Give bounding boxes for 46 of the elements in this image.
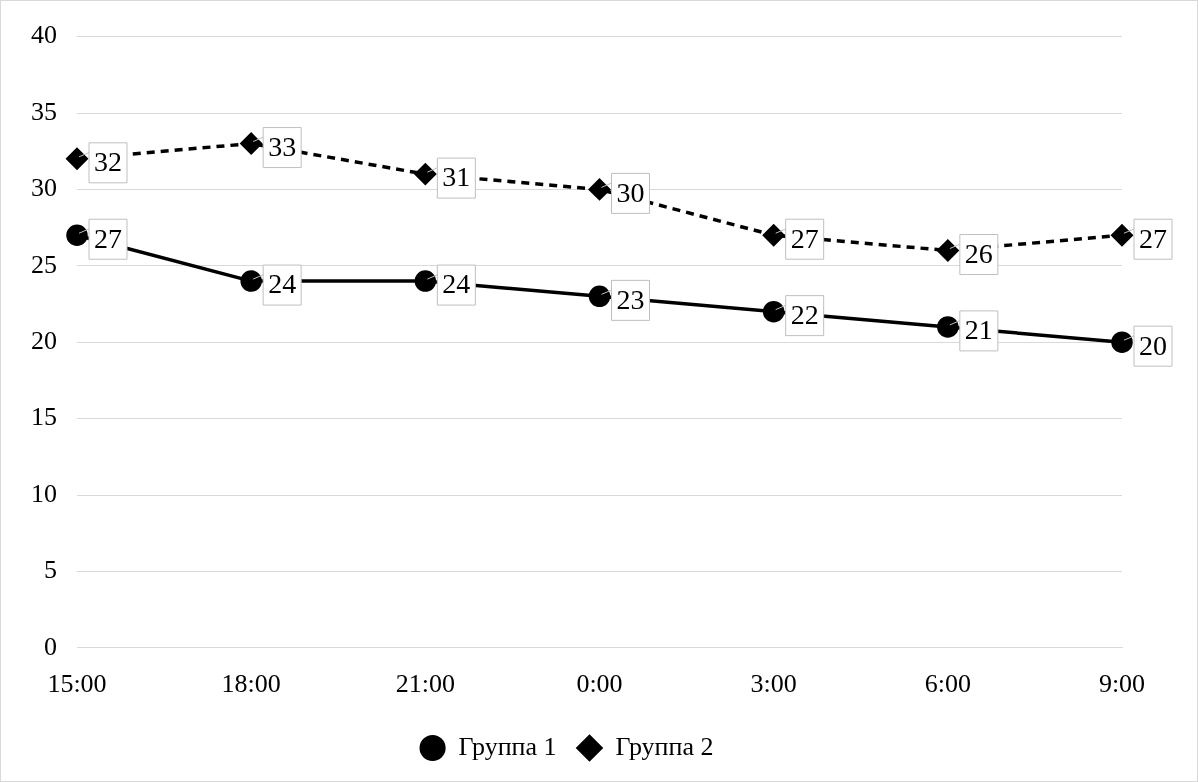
- point: [240, 270, 262, 292]
- point: [1111, 224, 1133, 246]
- data-label: 27: [1139, 222, 1167, 254]
- y-tick-label: 5: [44, 555, 57, 585]
- point: [937, 239, 959, 262]
- data-label: 23: [616, 283, 645, 315]
- legend-label: Группа 2: [615, 731, 714, 761]
- x-tick-label: 9:00: [1098, 669, 1146, 699]
- data-label: 26: [964, 237, 993, 269]
- data-label: 30: [616, 176, 645, 208]
- point: [762, 224, 785, 246]
- y-tick-label: 10: [31, 478, 57, 508]
- y-tick-label: 40: [31, 20, 57, 50]
- data-label: 24: [268, 268, 297, 300]
- y-tick-label: 25: [31, 249, 57, 279]
- data-label: 31: [442, 161, 471, 193]
- x-tick-label: 6:00: [924, 669, 971, 699]
- point: [240, 132, 262, 155]
- y-tick-label: 30: [31, 173, 57, 203]
- x-tick-label: 3:00: [750, 669, 797, 699]
- point: [414, 270, 437, 292]
- data-label: 21: [964, 314, 993, 346]
- point: [66, 224, 88, 246]
- data-label: 27: [790, 222, 819, 254]
- point: [937, 316, 959, 338]
- data-label: 33: [268, 130, 297, 162]
- legend-label: Группа 1: [458, 731, 557, 761]
- x-tick-label: 18:00: [221, 669, 281, 699]
- point: [588, 178, 611, 201]
- data-label: 32: [94, 146, 122, 178]
- x-tick-label: 21:00: [395, 669, 455, 699]
- data-label: 24: [442, 268, 471, 300]
- data-label: 22: [790, 299, 819, 330]
- y-tick-label: 35: [31, 96, 57, 126]
- point: [66, 148, 88, 170]
- data-label: 27: [94, 222, 122, 254]
- point: [588, 285, 611, 308]
- point: [762, 300, 785, 323]
- data-label: 20: [1139, 329, 1167, 361]
- point: [414, 163, 437, 185]
- y-tick-label: 20: [31, 326, 57, 356]
- point: [1111, 331, 1133, 353]
- x-tick-label: 15:00: [47, 669, 107, 699]
- x-tick-label: 0:00: [576, 669, 623, 699]
- y-tick-label: 15: [31, 402, 57, 432]
- y-tick-label: 0: [44, 631, 57, 661]
